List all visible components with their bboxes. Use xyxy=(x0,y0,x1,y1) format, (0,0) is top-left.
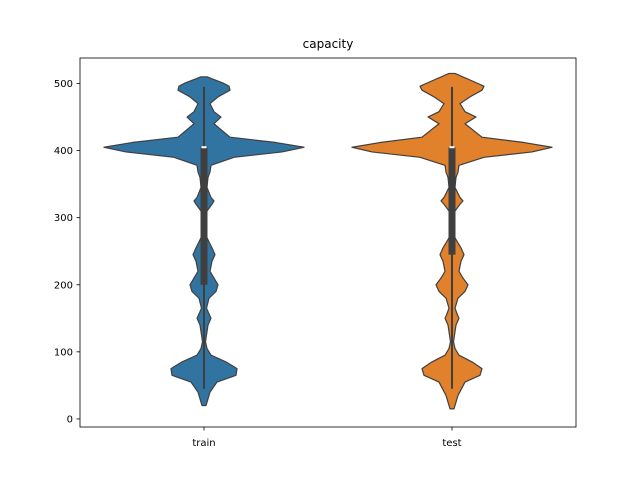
y-tick-label: 300 xyxy=(54,213,73,224)
x-tick-label-test: test xyxy=(442,438,461,449)
y-tick-label: 100 xyxy=(54,347,73,358)
plot-frame xyxy=(79,57,577,428)
y-tick-label: 500 xyxy=(54,79,73,90)
chart-title: capacity xyxy=(303,37,354,51)
violin-layer xyxy=(103,72,553,410)
x-axis: train test xyxy=(192,427,462,449)
y-axis: 0 100 200 300 400 500 xyxy=(54,79,80,425)
y-tick-label: 0 xyxy=(67,414,73,425)
x-tick-label-train: train xyxy=(192,438,215,449)
y-tick-label: 200 xyxy=(54,280,73,291)
y-tick-label: 400 xyxy=(54,146,73,157)
